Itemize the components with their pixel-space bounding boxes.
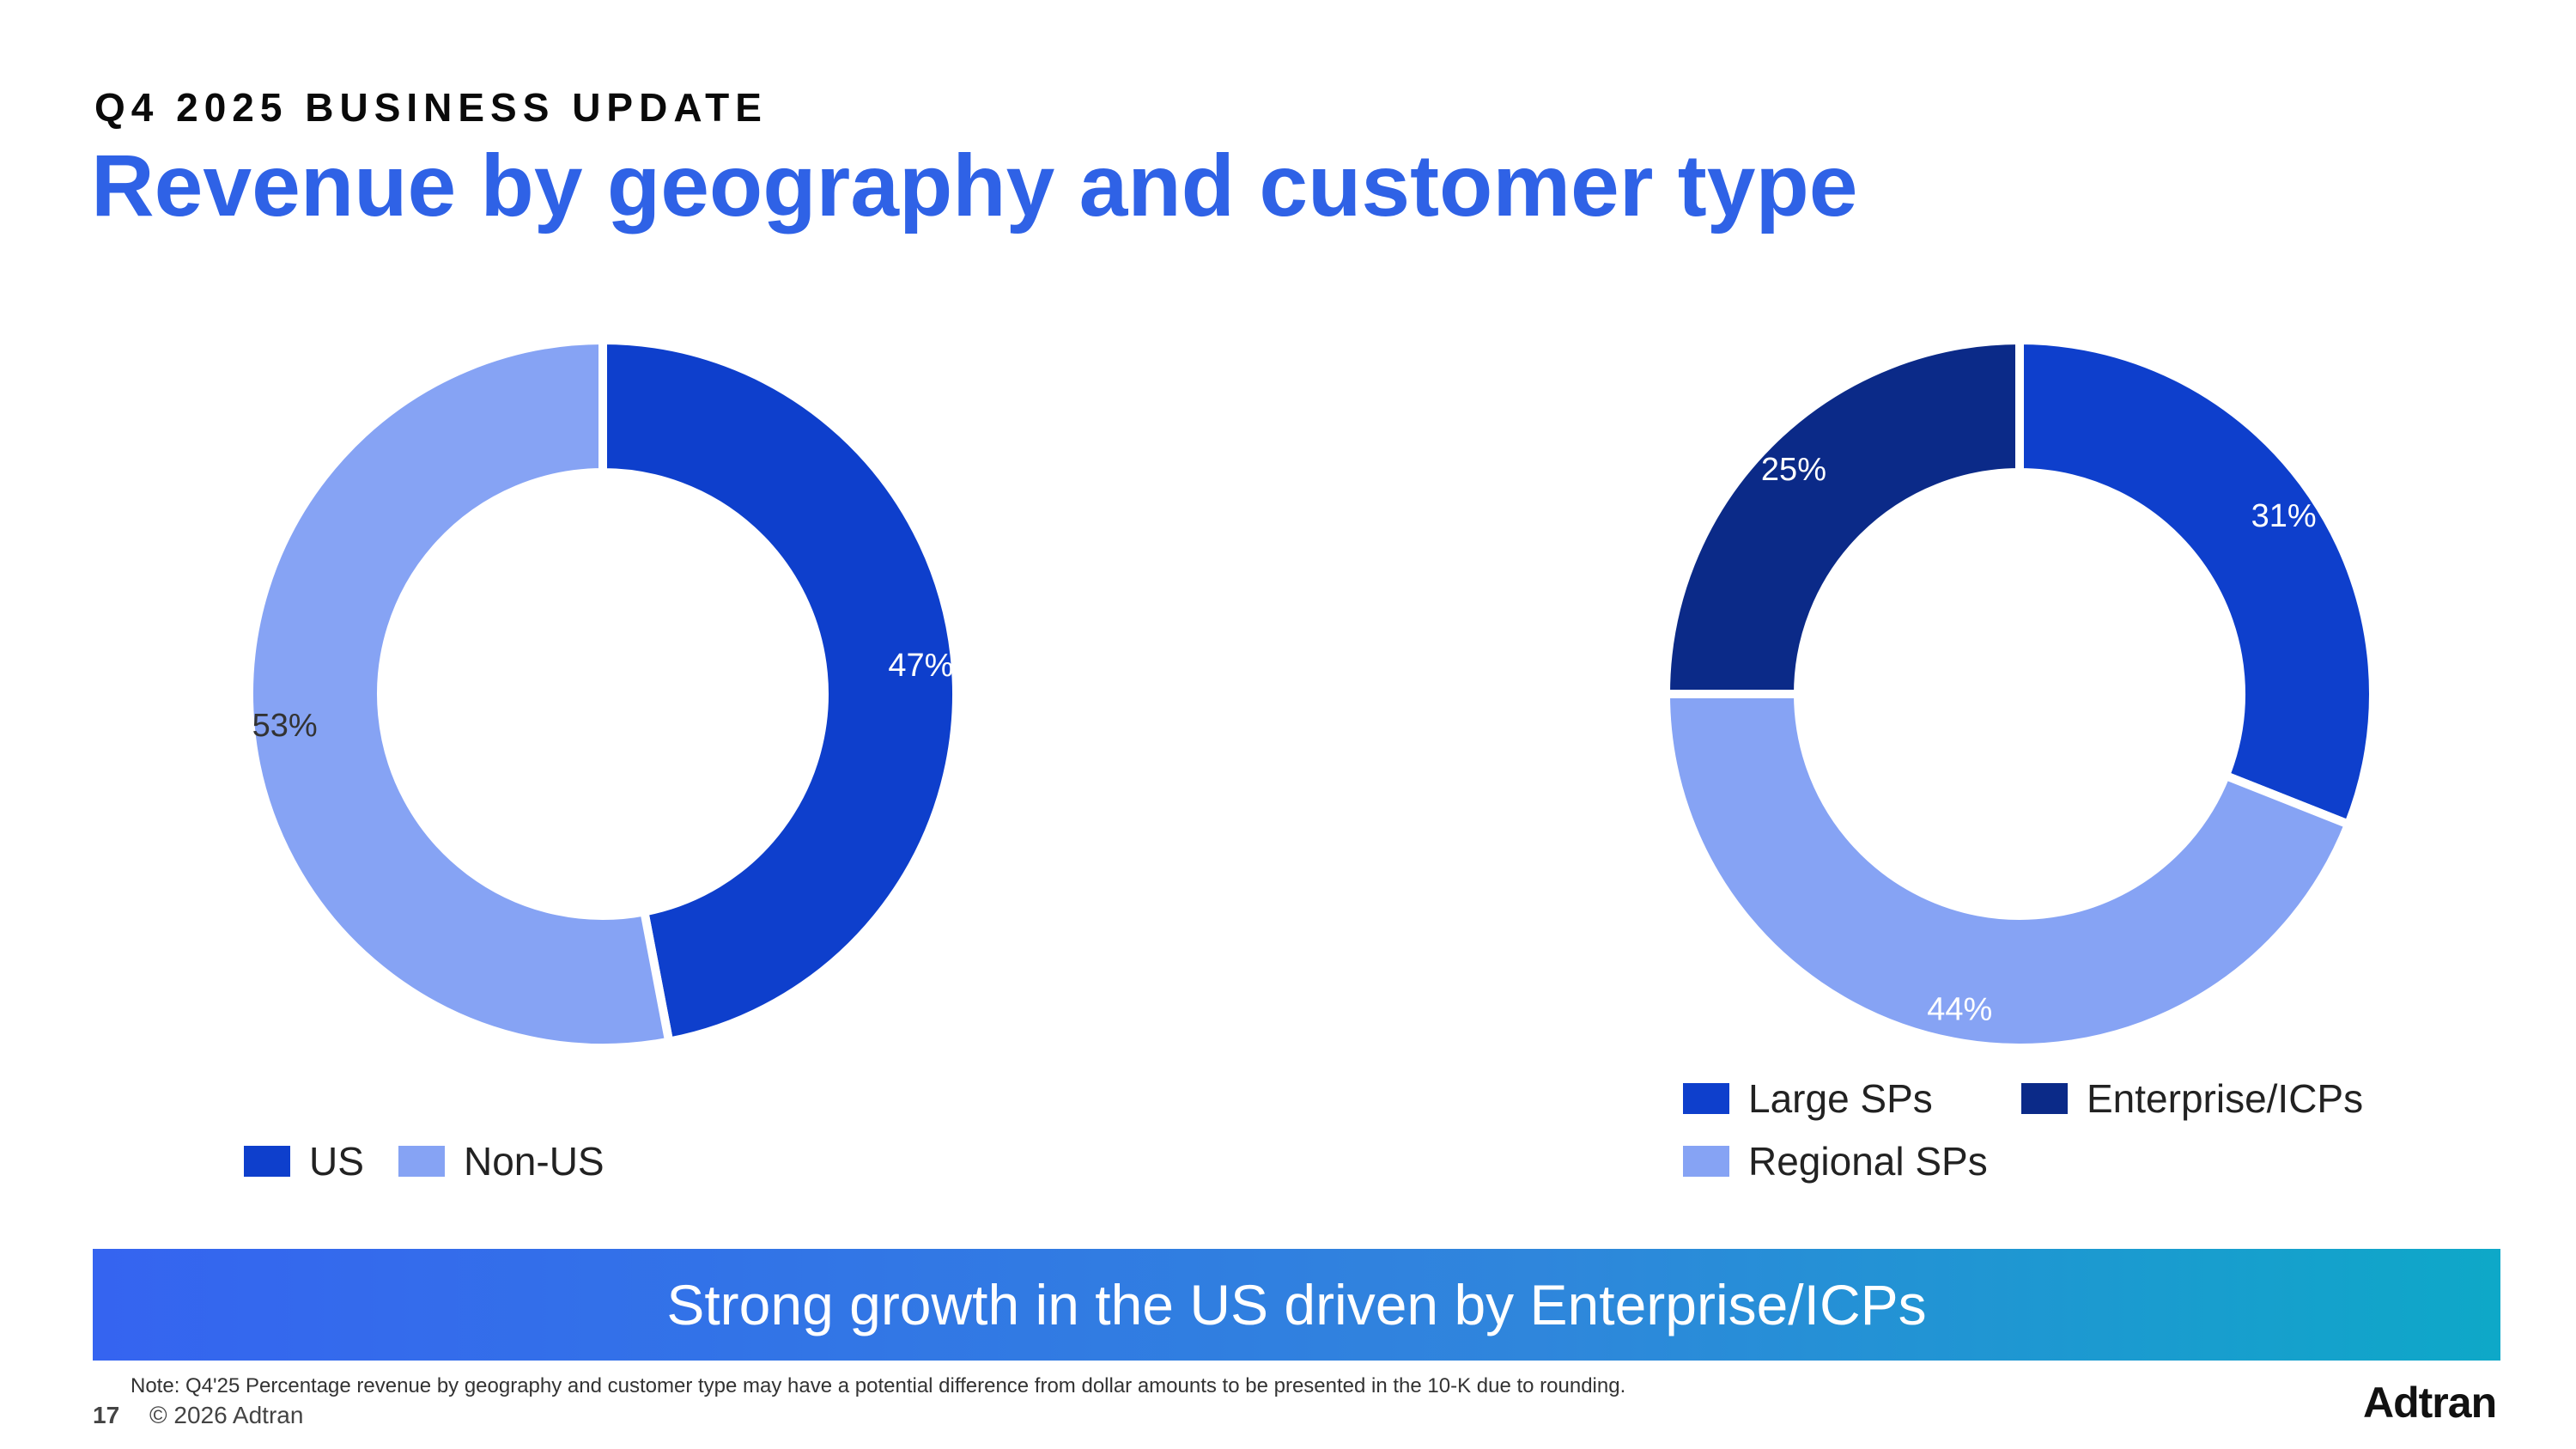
customer-type-slice-large-sps xyxy=(2015,335,2378,831)
legend-label-large-sps: Large SPs xyxy=(1748,1076,1933,1121)
legend-item-enterprise-icps: Enterprise/ICPs xyxy=(2021,1075,2363,1122)
customer-type-slice-regional-sps xyxy=(1661,690,2354,1052)
legend-swatch-regional-sps xyxy=(1683,1146,1729,1177)
key-takeaway-banner: Strong growth in the US driven by Enterp… xyxy=(93,1249,2500,1361)
legend-item-regional-sps: Regional SPs xyxy=(1683,1138,1988,1184)
geography-data-label-0: 47% xyxy=(888,648,953,684)
legend-item-us: US xyxy=(244,1138,364,1184)
customer-type-data-label-2: 25% xyxy=(1761,452,1826,488)
legend-swatch-enterprise-icps xyxy=(2021,1083,2068,1114)
legend-swatch-non-us xyxy=(398,1146,445,1177)
footnote: Note: Q4'25 Percentage revenue by geogra… xyxy=(131,1374,1626,1397)
customer-type-data-label-1: 44% xyxy=(1927,991,1992,1027)
legend-label-enterprise-icps: Enterprise/ICPs xyxy=(2087,1076,2364,1121)
geography-slice-us xyxy=(598,335,961,1047)
legend-item-non-us: Non-US xyxy=(398,1138,605,1184)
eyebrow-label: Q4 2025 BUSINESS UPDATE xyxy=(94,85,768,130)
page-number: 17 xyxy=(93,1402,120,1428)
legend-item-large-sps: Large SPs xyxy=(1683,1075,1933,1122)
legend-swatch-large-sps xyxy=(1683,1083,1729,1114)
customer-type-slice-enterprise-icps xyxy=(1661,335,2024,698)
customer-type-data-label-0: 31% xyxy=(2251,498,2317,534)
geography-slice-non-us xyxy=(245,335,675,1052)
legend-label-regional-sps: Regional SPs xyxy=(1748,1139,1988,1184)
page-title: Revenue by geography and customer type xyxy=(91,137,1858,234)
geography-data-label-1: 53% xyxy=(252,708,318,744)
banner-text: Strong growth in the US driven by Enterp… xyxy=(666,1273,1927,1336)
copyright: © 2026 Adtran xyxy=(149,1402,304,1428)
donut-charts: 47% 53% 31% 44% 25% xyxy=(245,335,2378,1052)
legend-label-us: US xyxy=(309,1139,364,1184)
legend-label-non-us: Non-US xyxy=(464,1139,605,1184)
adtran-logo: Adtran xyxy=(2363,1379,2497,1427)
legend-swatch-us xyxy=(244,1146,290,1177)
